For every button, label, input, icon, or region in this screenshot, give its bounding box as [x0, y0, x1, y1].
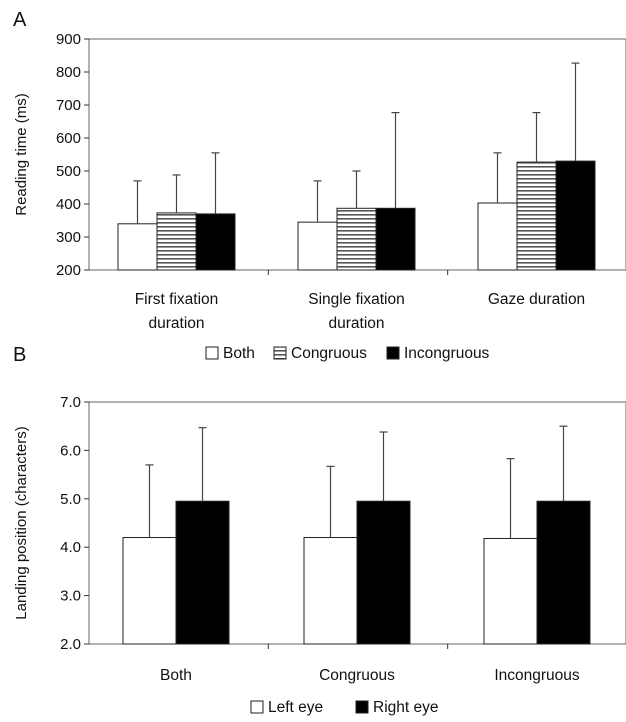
y-tick-label: 300	[56, 229, 81, 246]
chart-panel-b: B 2.0 3.0 4.0 5.0 6.0 7.0 Landing position (cha…	[13, 344, 626, 716]
legend-label: Incongruous	[404, 345, 490, 362]
bar-congruous	[516, 161, 557, 271]
bar-both	[297, 221, 338, 271]
x-category-label: duration	[148, 315, 204, 332]
y-tick-label: 500	[56, 163, 81, 180]
x-category-label: Incongruous	[494, 667, 580, 684]
bar-right-eye	[536, 500, 591, 645]
panel-letter: A	[13, 9, 27, 31]
bar-left-eye	[303, 537, 358, 645]
bar-congruous	[336, 207, 377, 271]
bar-incongruous	[555, 160, 596, 271]
y-tick-label: 200	[56, 262, 81, 279]
x-category-label: Congruous	[319, 667, 395, 684]
bar-left-eye	[122, 537, 177, 645]
panel-letter: B	[13, 344, 26, 366]
y-tick-label: 2.0	[60, 636, 81, 653]
y-axis-title: Landing position (characters)	[13, 426, 30, 619]
legend-label: Congruous	[291, 345, 367, 362]
y-tick-label: 700	[56, 97, 81, 114]
bar-both	[117, 223, 158, 271]
legend-label: Right eye	[373, 699, 438, 716]
y-tick-label: 600	[56, 130, 81, 147]
y-tick-label: 400	[56, 196, 81, 213]
legend-swatch-left-eye	[250, 700, 264, 714]
y-tick-label: 800	[56, 64, 81, 81]
y-tick-label: 6.0	[60, 442, 81, 459]
bar-both	[477, 202, 518, 271]
legend-swatch-congruous	[273, 346, 287, 360]
bar-congruous	[156, 212, 197, 271]
x-category-label: First fixation	[135, 291, 219, 308]
bar-right-eye	[356, 500, 411, 645]
legend-swatch-both	[205, 346, 219, 360]
legend-swatch-incongruous	[386, 346, 400, 360]
y-tick-label: 7.0	[60, 394, 81, 411]
y-tick-label: 3.0	[60, 588, 81, 605]
x-category-label: Single fixation	[308, 291, 405, 308]
legend-label: Left eye	[268, 699, 323, 716]
legend-label: Both	[223, 345, 255, 362]
bar-incongruous	[375, 207, 416, 271]
x-category-label: Gaze duration	[488, 291, 585, 308]
y-tick-label: 900	[56, 31, 81, 48]
bar-right-eye	[175, 500, 230, 645]
y-tick-label: 4.0	[60, 539, 81, 556]
chart-panel-a: A 200 300 400 500 600 700 800 900 Reading time (m…	[13, 9, 626, 362]
y-tick-label: 5.0	[60, 491, 81, 508]
x-category-label: duration	[328, 315, 384, 332]
bar-left-eye	[483, 537, 538, 645]
x-category-label: Both	[160, 667, 192, 684]
legend-swatch-right-eye	[355, 700, 369, 714]
bar-incongruous	[195, 213, 236, 271]
y-axis-title: Reading time (ms)	[13, 93, 30, 216]
